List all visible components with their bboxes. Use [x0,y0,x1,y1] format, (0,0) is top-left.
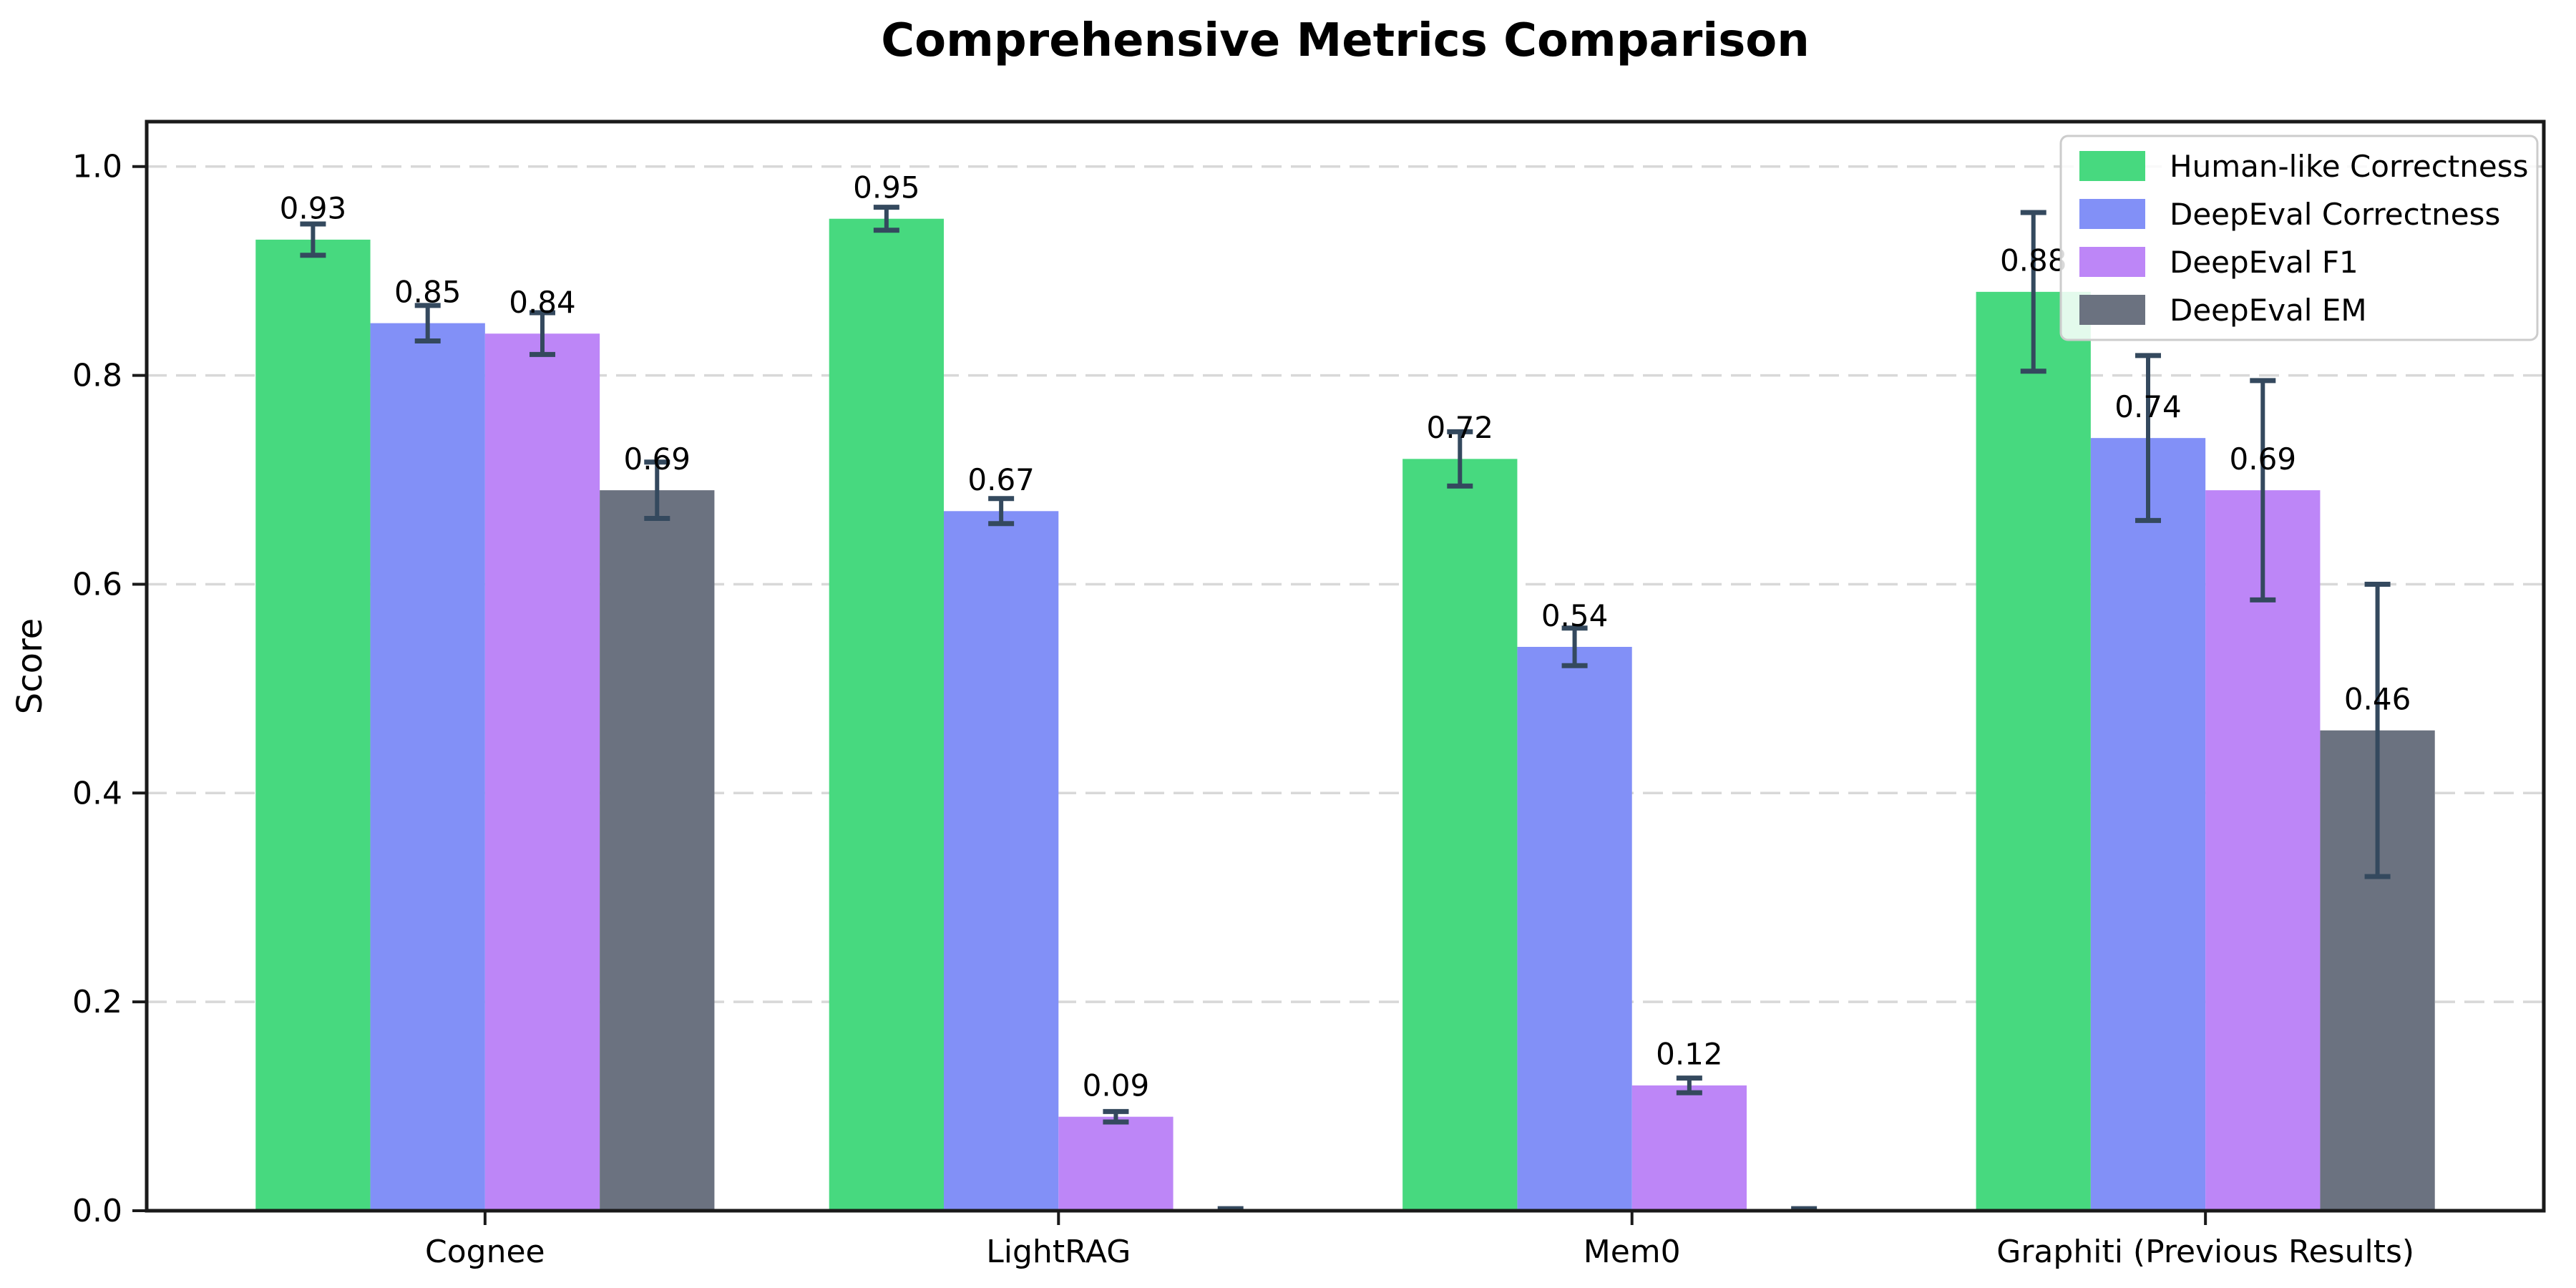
x-tick-label: LightRAG [986,1234,1131,1270]
value-label: 0.12 [1656,1037,1723,1072]
value-label: 0.69 [624,441,691,477]
chart-title: Comprehensive Metrics Comparison [881,14,1810,67]
bar [1517,647,1632,1211]
legend-swatch [2079,247,2145,277]
bar [370,323,485,1211]
legend-swatch [2079,199,2145,229]
x-tick-label: Mem0 [1584,1234,1681,1270]
value-label: 0.72 [1427,410,1494,445]
bar [600,490,715,1211]
legend-box [2059,135,2539,341]
value-label: 0.84 [509,285,576,320]
axes: 0.0 0.2 0.4 0.6 0.8 1.0 Cognee LightRAG Mem0 Grap… [72,119,2546,1270]
bar [1402,459,1518,1211]
bar [1058,1116,1174,1211]
legend-swatch [2079,295,2145,325]
value-label: 0.88 [2000,243,2067,278]
bar [484,333,600,1211]
legend-item-label: DeepEval F1 [2170,245,2358,280]
legend: Human-like Correctness DeepEval Correctne… [2059,135,2539,341]
value-label: 0.09 [1083,1068,1150,1103]
plot-border [145,119,2546,1213]
legend-item-label: Human-like Correctness [2170,149,2529,184]
legend-swatch [2079,151,2145,181]
y-tick-label: 0.8 [72,358,122,394]
bar [2205,490,2321,1211]
value-label: 0.69 [2230,441,2297,477]
bar [255,239,371,1211]
y-tick-label: 0.2 [72,984,122,1020]
value-label: 0.67 [967,462,1035,497]
bar [2090,438,2206,1211]
x-tick-label: Cognee [425,1234,545,1270]
bar [943,511,1059,1211]
y-tick-label: 1.0 [72,149,122,185]
x-tick-label: Graphiti (Previous Results) [1996,1234,2414,1270]
y-tick-label: 0.0 [72,1193,122,1229]
value-label: 0.95 [853,170,920,205]
bar [1976,291,2091,1211]
legend-item-label: DeepEval Correctness [2170,197,2500,232]
value-label: 0.46 [2344,682,2411,717]
y-tick-label: 0.6 [72,566,122,602]
legend-item-label: DeepEval EM [2170,293,2367,328]
y-axis-label: Score [10,618,50,714]
y-tick-label: 0.4 [72,775,122,811]
bar [1631,1085,1747,1211]
value-label: 0.93 [280,191,347,226]
value-label: 0.74 [2114,389,2182,424]
bars: 0.93 0.95 0.72 0.88 0.85 0.67 0.54 0.74 0.84 0.09… [255,170,2435,1211]
value-label: 0.54 [1541,598,1609,633]
value-label: 0.85 [394,274,462,309]
bar [829,218,944,1211]
